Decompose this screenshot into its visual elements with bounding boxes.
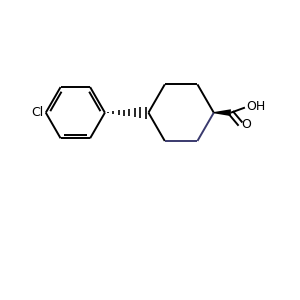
Text: OH: OH [247, 100, 266, 113]
Text: Cl: Cl [31, 106, 43, 119]
Polygon shape [214, 109, 231, 116]
Text: O: O [242, 118, 252, 131]
